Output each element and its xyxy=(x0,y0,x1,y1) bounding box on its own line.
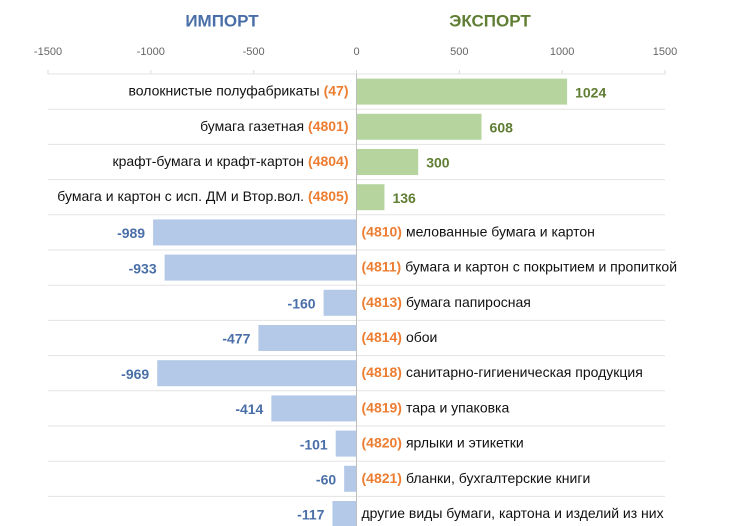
value-label: -117 xyxy=(297,507,324,523)
category-label: (4820) ярлыки и этикетки xyxy=(362,434,524,450)
category-name: обои xyxy=(406,329,437,345)
bar xyxy=(258,325,357,351)
category-name: крафт-бумага и крафт-картон xyxy=(112,153,304,169)
category-code: (4811) xyxy=(362,258,402,274)
category-name: бланки, бухгалтерские книги xyxy=(406,470,590,486)
bar xyxy=(153,219,357,246)
category-label: другие виды бумаги, картона и изделий из… xyxy=(362,505,664,521)
category-label: (4818) санитарно-гигиеническая продукция xyxy=(362,364,643,380)
category-label: (4811) бумага и картон с покрытием и проп… xyxy=(362,258,678,274)
category-name: ярлыки и этикетки xyxy=(406,434,524,450)
category-code: (4805) xyxy=(308,188,348,204)
x-tick-label: 1000 xyxy=(550,46,574,58)
value-label: -101 xyxy=(300,436,328,452)
left-header: ИМПОРТ xyxy=(185,11,259,30)
category-label: бумага и картон с исп. ДМ и Втор.вол. (48… xyxy=(57,188,348,204)
x-tick-label: 1500 xyxy=(653,46,677,58)
category-label: крафт-бумага и крафт-картон (4804) xyxy=(112,153,348,169)
category-label: (4813) бумага папиросная xyxy=(362,294,531,310)
category-name: бумага газетная xyxy=(200,118,304,134)
value-label: 136 xyxy=(392,190,416,206)
category-code: (4810) xyxy=(362,223,402,239)
category-name: санитарно-гигиеническая продукция xyxy=(406,364,643,380)
category-name: тара и упаковка xyxy=(406,399,510,415)
category-code: (4804) xyxy=(308,153,348,169)
category-name: волокнистые полуфабрикаты xyxy=(129,82,320,98)
category-name: другие виды бумаги, картона и изделий из… xyxy=(362,505,664,521)
value-label: -414 xyxy=(235,401,263,417)
bar xyxy=(356,184,385,211)
bar xyxy=(356,149,419,175)
category-name: бумага и картон с покрытием и пропиткой xyxy=(405,258,677,274)
bar xyxy=(164,254,357,281)
x-tick-label: -1500 xyxy=(34,46,62,58)
category-code: (4819) xyxy=(362,399,402,415)
category-code: (4801) xyxy=(308,118,348,134)
bar xyxy=(356,113,482,140)
category-name: мелованные бумага и картон xyxy=(406,223,595,239)
category-label: (4814) обои xyxy=(362,329,438,345)
value-label: -989 xyxy=(117,225,145,241)
x-tick-label: -500 xyxy=(243,46,265,58)
bar xyxy=(271,395,357,422)
category-code: (4814) xyxy=(362,329,402,345)
value-label: 1024 xyxy=(575,84,606,100)
value-label: -477 xyxy=(222,331,250,347)
value-label: -969 xyxy=(121,366,149,382)
value-label: 608 xyxy=(490,120,514,136)
category-label: (4819) тара и упаковка xyxy=(362,399,510,415)
category-code: (47) xyxy=(324,82,349,98)
value-label: -160 xyxy=(288,296,316,312)
x-tick-label: -1000 xyxy=(137,46,165,58)
category-code: (4821) xyxy=(362,470,402,486)
x-tick-label: 500 xyxy=(450,46,468,58)
category-label: волокнистые полуфабрикаты (47) xyxy=(129,82,349,98)
bar xyxy=(356,78,568,105)
bar xyxy=(323,289,357,316)
category-code: (4820) xyxy=(362,434,402,450)
category-code: (4813) xyxy=(362,294,402,310)
bar xyxy=(335,430,357,457)
value-label: -933 xyxy=(129,260,157,276)
bar xyxy=(157,360,357,387)
category-code: (4818) xyxy=(362,364,402,380)
x-tick-label: 0 xyxy=(353,46,359,58)
bar xyxy=(332,501,357,526)
bar xyxy=(344,465,357,492)
value-label: -60 xyxy=(316,472,336,488)
category-name: бумага папиросная xyxy=(406,294,531,310)
category-label: (4821) бланки, бухгалтерские книги xyxy=(362,470,591,486)
right-header: ЭКСПОРТ xyxy=(449,11,531,30)
category-name: бумага и картон с исп. ДМ и Втор.вол. xyxy=(57,188,304,204)
category-label: (4810) мелованные бумага и картон xyxy=(362,223,595,239)
category-label: бумага газетная (4801) xyxy=(200,118,348,134)
value-label: 300 xyxy=(426,155,450,171)
